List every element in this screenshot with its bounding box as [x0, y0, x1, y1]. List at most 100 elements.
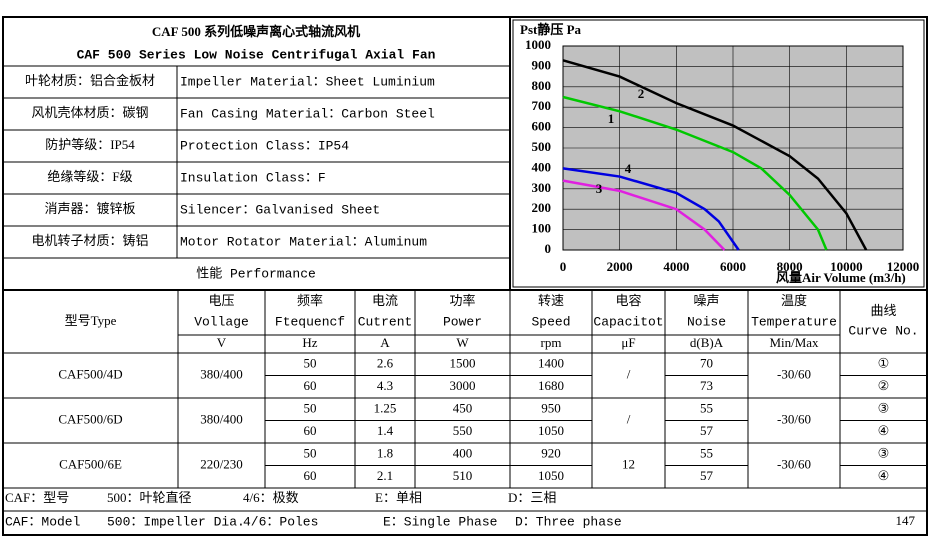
- footer-en: E：Single Phase: [383, 514, 497, 529]
- y-axis-title: Pst静压 Pa: [520, 22, 582, 37]
- cell-freq: 50: [304, 445, 317, 460]
- x-axis-title: 风量Air Volume (m3/h): [776, 270, 906, 285]
- y-tick-label: 700: [532, 98, 552, 113]
- column-unit: d(B)A: [690, 335, 724, 350]
- column-unit: A: [380, 335, 390, 350]
- cell-current: 4.3: [377, 378, 393, 393]
- curve-label: 1: [608, 111, 615, 126]
- spec-en: Silencer：Galvanised Sheet: [180, 202, 380, 217]
- spec-cn: 风机壳体材质：碳钢: [31, 105, 148, 120]
- cell-curve: ④: [878, 468, 890, 483]
- footer-cn: CAF：型号: [5, 490, 69, 505]
- x-tick-label: 4000: [663, 259, 689, 274]
- footer-cn: 4/6：极数: [243, 490, 299, 505]
- x-tick-label: 6000: [720, 259, 746, 274]
- y-tick-label: 100: [532, 221, 552, 236]
- cell-capacitor: /: [627, 411, 631, 426]
- cell-freq: 50: [304, 355, 317, 370]
- chart-box: [512, 19, 925, 288]
- cell-power: 550: [453, 423, 473, 438]
- cell-temperature: -30/60: [777, 456, 811, 471]
- y-tick-label: 400: [532, 159, 552, 174]
- curve: [562, 167, 740, 251]
- title-en: CAF 500 Series Low Noise Centrifugal Axi…: [77, 47, 436, 62]
- cell-speed: 920: [541, 445, 561, 460]
- cell-curve: ②: [878, 378, 890, 393]
- column-header-en: Curve No.: [848, 323, 918, 338]
- spec-cn: 消声器：镀锌板: [44, 201, 135, 216]
- cell-current: 2.1: [377, 468, 393, 483]
- footer-en: D：Three phase: [515, 514, 622, 529]
- cell-voltage: 220/230: [200, 456, 243, 471]
- column-header-en: Power: [443, 314, 482, 329]
- cell-type: CAF500/6D: [58, 411, 122, 426]
- spec-cn: 绝缘等级：F级: [47, 169, 132, 184]
- column-header-en: Capacitot: [593, 314, 663, 329]
- y-tick-label: 600: [532, 119, 552, 134]
- x-tick-label: 2000: [607, 259, 633, 274]
- cell-type: CAF500/6E: [59, 456, 122, 471]
- x-tick-label: 10000: [830, 259, 863, 274]
- footer-en: 500：Impeller Dia.: [107, 514, 245, 529]
- column-header-cn: 转速: [538, 293, 564, 308]
- cell-speed: 1680: [538, 378, 564, 393]
- spec-en: Protection Class：IP54: [180, 138, 349, 153]
- y-tick-label: 500: [532, 139, 552, 154]
- spec-en: Fan Casing Material：Carbon Steel: [180, 106, 435, 121]
- curve: [562, 59, 868, 251]
- y-tick-label: 1000: [525, 37, 551, 52]
- cell-type: CAF500/4D: [58, 366, 122, 381]
- y-tick-label: 0: [545, 241, 552, 256]
- column-header-en: Vollage: [194, 314, 249, 329]
- title-cn: CAF 500 系列低噪声离心式轴流风机: [152, 24, 360, 39]
- cell-noise: 57: [700, 423, 714, 438]
- column-unit: W: [456, 335, 469, 350]
- cell-freq: 60: [304, 423, 317, 438]
- column-header-cn: 功率: [449, 293, 475, 308]
- cell-current: 1.4: [377, 423, 394, 438]
- column-unit: rpm: [541, 335, 562, 350]
- spec-en: Motor Rotator Material：Aluminum: [180, 234, 427, 249]
- column-header-en: Speed: [531, 314, 570, 329]
- footer-cn: 500：叶轮直径: [107, 490, 192, 505]
- spec-cn: 电机转子材质：铸铝: [31, 233, 148, 248]
- footer-en: 4/6：Poles: [243, 514, 318, 529]
- cell-power: 510: [453, 468, 473, 483]
- column-header-cn: 曲线: [870, 303, 896, 318]
- column-unit: Hz: [302, 335, 317, 350]
- curve-label: 4: [625, 161, 632, 176]
- performance-label: 性能 Performance: [196, 266, 316, 281]
- spec-cn: 防护等级：IP54: [45, 137, 135, 152]
- cell-current: 1.8: [377, 445, 393, 460]
- x-tick-label: 0: [560, 259, 567, 274]
- curve: [562, 95, 828, 251]
- column-header-cn: 噪声: [693, 293, 719, 308]
- footer-en: CAF：Model: [5, 514, 81, 529]
- x-tick-label: 12000: [887, 259, 920, 274]
- cell-capacitor: /: [627, 366, 631, 381]
- column-header-en: Ftequencf: [275, 314, 345, 329]
- cell-noise: 70: [700, 355, 713, 370]
- spec-en: Insulation Class：F: [180, 170, 326, 185]
- cell-noise: 57: [700, 468, 714, 483]
- cell-speed: 1400: [538, 355, 564, 370]
- column-header-en: Temperature: [751, 314, 837, 329]
- column-header-en: Cutrent: [358, 314, 413, 329]
- cell-freq: 50: [304, 400, 317, 415]
- cell-capacitor: 12: [622, 456, 635, 471]
- y-tick-label: 200: [532, 200, 552, 215]
- footer-cn: E：单相: [375, 490, 422, 505]
- y-tick-label: 900: [532, 57, 552, 72]
- cell-speed: 1050: [538, 423, 564, 438]
- cell-freq: 60: [304, 378, 317, 393]
- cell-current: 2.6: [377, 355, 394, 370]
- cell-curve: ④: [878, 423, 890, 438]
- cell-curve: ③: [878, 400, 890, 415]
- cell-power: 1500: [450, 355, 476, 370]
- column-header-cn: 频率: [297, 293, 323, 308]
- cell-freq: 60: [304, 468, 317, 483]
- curve: [562, 179, 726, 251]
- spec-en: Impeller Material：Sheet Luminium: [180, 74, 435, 89]
- cell-curve: ③: [878, 445, 890, 460]
